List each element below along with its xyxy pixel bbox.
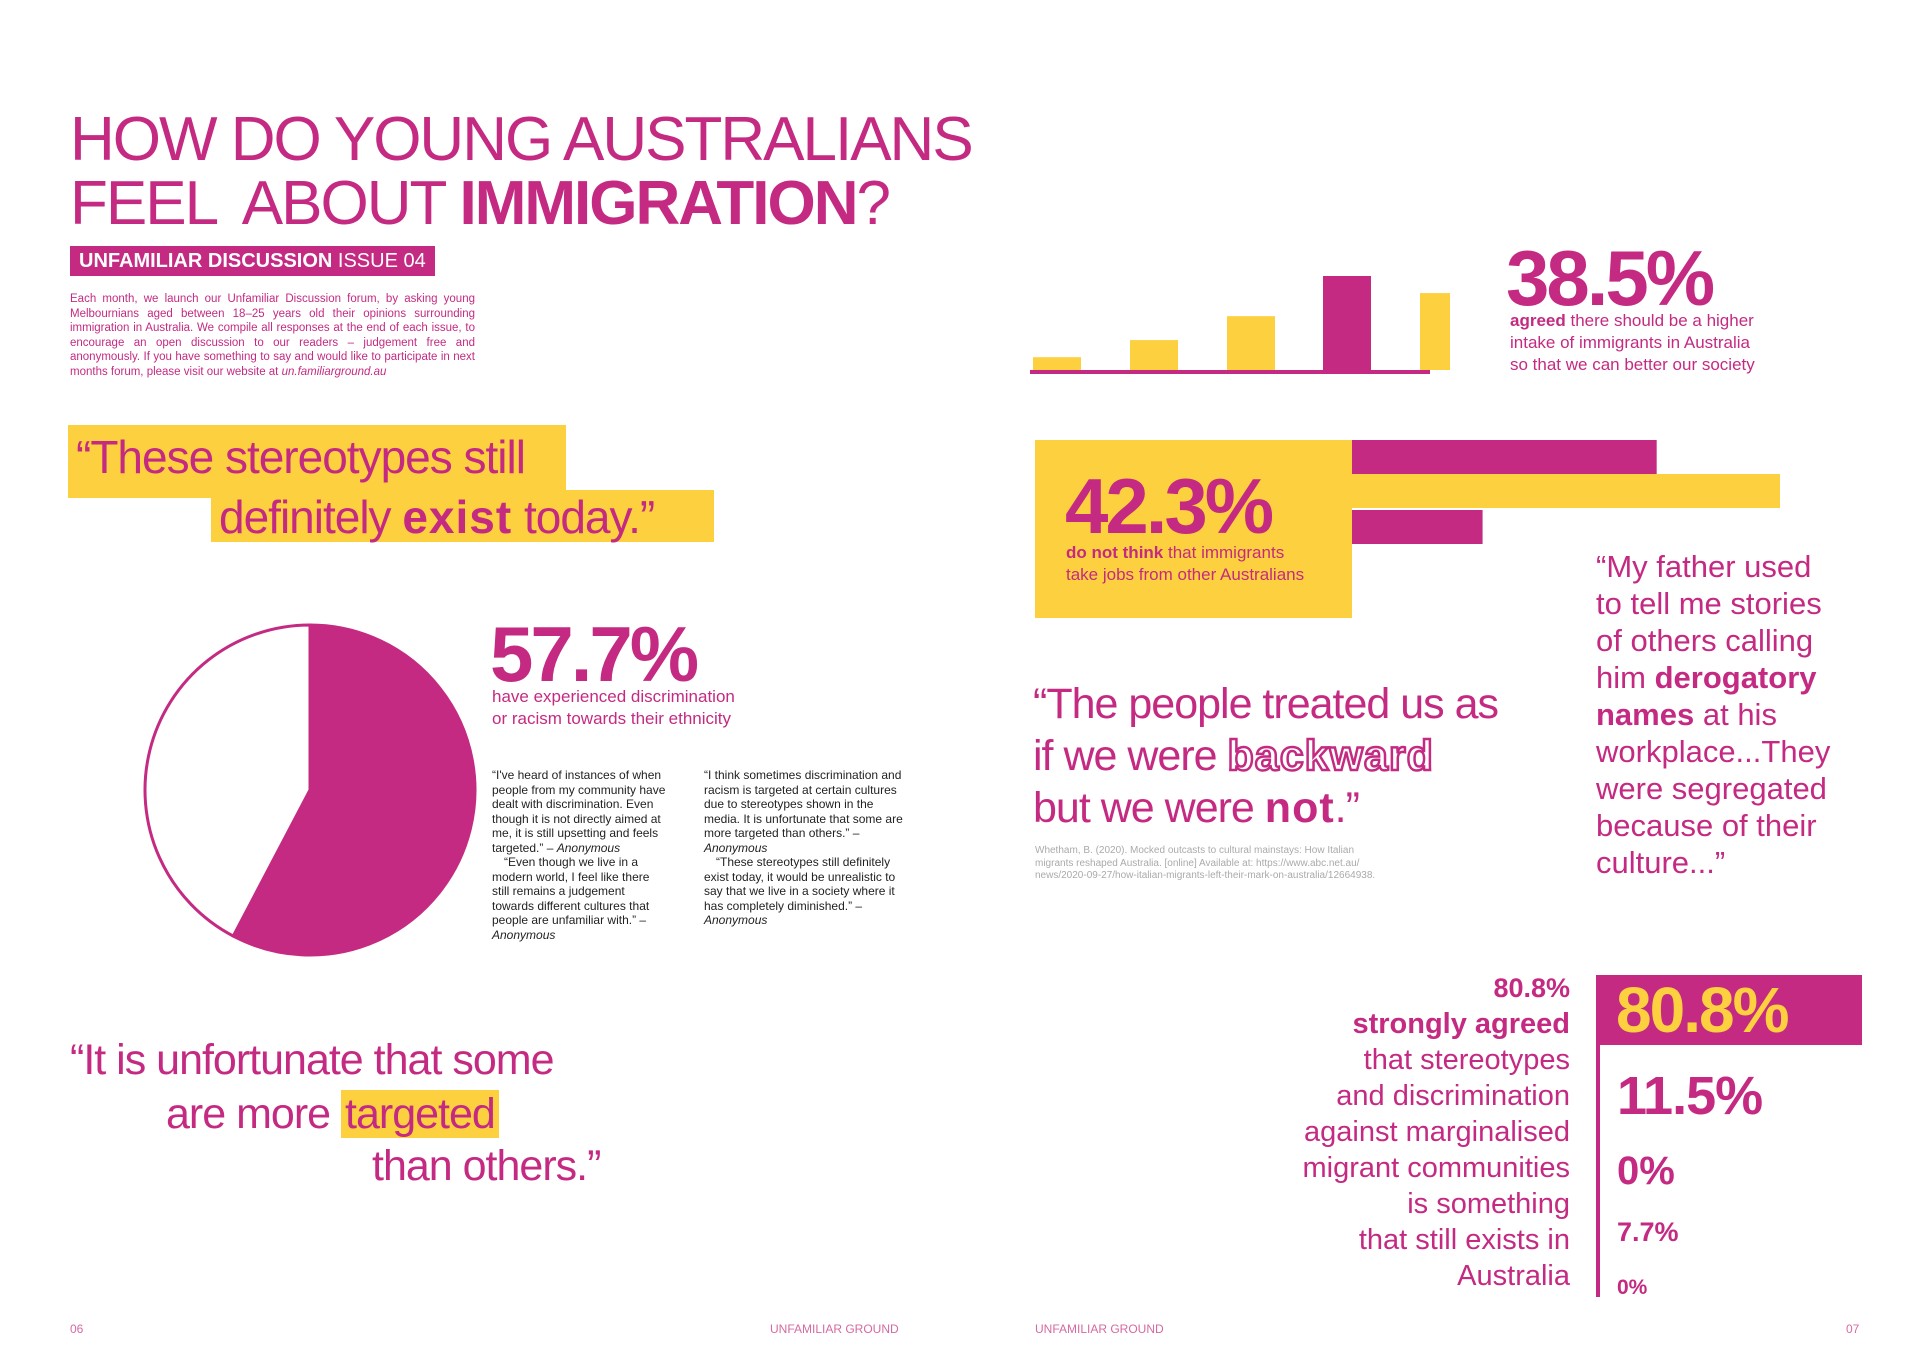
footer-magazine-right: UNFAMILIAR GROUND <box>1035 1322 1164 1336</box>
stat-42-percent: 42.3% <box>1065 462 1274 550</box>
pie-caption: have experienced discrimination or racis… <box>492 687 735 728</box>
stat-value-highlight: 80.8% <box>1600 975 1862 1045</box>
word-exist: exist <box>402 491 513 543</box>
quote-backward-line2: if we were backward <box>1033 731 1434 782</box>
x-axis <box>1030 370 1430 374</box>
stat-80-heading: 80.8% <box>1493 973 1570 1003</box>
stat-38-caption: agreed there should be a higher intake o… <box>1510 311 1755 374</box>
testimonial-column-1: “I've heard of instances of when people … <box>492 768 670 942</box>
quote-backward-line1: “The people treated us as <box>1033 680 1499 728</box>
bar <box>1227 316 1275 370</box>
quote-targeted-line3: than others.” <box>372 1142 601 1190</box>
pie-percent: 57.7% <box>490 610 699 698</box>
website-link[interactable]: un.familiarground.au <box>281 365 387 378</box>
testimonial: “These stereotypes still definitely exis… <box>704 855 896 927</box>
word-targeted: targeted <box>341 1090 499 1138</box>
quote-stereotypes-line1: “These stereotypes still <box>68 425 566 498</box>
immigration-bar-chart <box>1030 276 1450 374</box>
bar <box>1033 357 1081 370</box>
citation: Whetham, B. (2020). Mocked outcasts to c… <box>1035 845 1376 881</box>
testimonial: “I've heard of instances of when people … <box>492 768 666 855</box>
stat-divider <box>1596 975 1600 1297</box>
stat-value: 0% <box>1617 1149 1675 1193</box>
pie-slice <box>231 623 477 957</box>
jobs-bar-chart <box>1352 440 1780 544</box>
stat-42-caption: do not think that immigrants take jobs f… <box>1066 543 1305 584</box>
testimonial-column-2: “I think sometimes discrimination and ra… <box>704 768 904 928</box>
discrimination-pie-chart <box>143 623 477 957</box>
title-emphasis: IMMIGRATION <box>459 169 858 238</box>
title-line-1: HOW DO YOUNG AUSTRALIANS <box>70 105 974 174</box>
word-backward: backward <box>1226 731 1434 782</box>
bar <box>1352 440 1657 474</box>
testimonial: “Even though we live in a modern world, … <box>492 855 650 942</box>
bar <box>1130 340 1178 370</box>
quote-backward-line3: but we were not.” <box>1033 784 1360 832</box>
quote-father: “My father used to tell me stories of ot… <box>1596 549 1831 880</box>
stat-value: 0% <box>1617 1276 1648 1299</box>
stat-80-statement: 80.8% strongly agreed that stereotypes a… <box>1180 970 1570 1294</box>
stat-value: 7.7% <box>1617 1217 1679 1247</box>
bar <box>1420 293 1450 370</box>
quote-targeted-line2: are more targeted <box>166 1088 499 1140</box>
word-not: not <box>1264 784 1335 832</box>
footer-magazine-left: UNFAMILIAR GROUND <box>770 1322 899 1336</box>
pie-slice <box>143 623 312 939</box>
bar <box>1352 474 1780 508</box>
stat-value: 11.5% <box>1617 1066 1763 1126</box>
issue-badge: UNFAMILIAR DISCUSSION ISSUE 04 <box>70 246 435 276</box>
page-number-left: 06 <box>70 1322 84 1336</box>
quote-targeted-line1: “It is unfortunate that some <box>70 1036 554 1084</box>
quote-stereotypes-line2: definitely exist today.” <box>211 490 714 543</box>
title-line-2: FEEL ABOUT IMMIGRATION? <box>70 169 891 238</box>
page-number-right: 07 <box>1846 1322 1860 1336</box>
page-title: HOW DO YOUNG AUSTRALIANS FEEL ABOUT IMMI… <box>70 105 974 238</box>
bar <box>1352 510 1483 544</box>
intro-paragraph: Each month, we launch our Unfamiliar Dis… <box>70 293 475 378</box>
jobs-stat-box <box>1035 440 1352 618</box>
stat-38-percent: 38.5% <box>1506 234 1715 322</box>
bar <box>1323 276 1371 370</box>
testimonial: “I think sometimes discrimination and ra… <box>704 768 903 855</box>
